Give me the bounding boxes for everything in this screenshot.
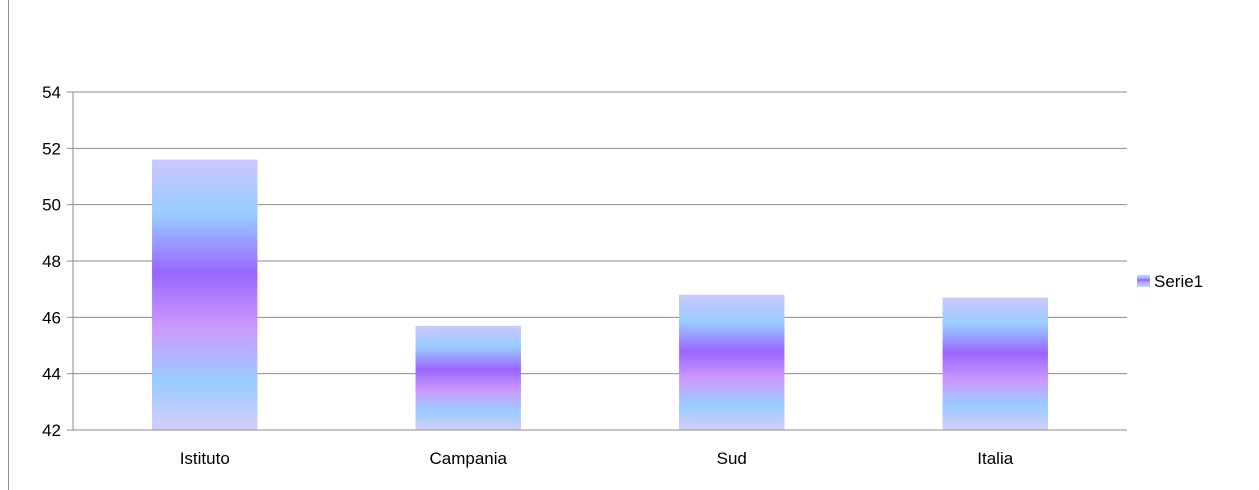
bar — [679, 294, 785, 430]
y-tick-label: 44 — [42, 365, 61, 384]
legend: Serie1 — [1137, 272, 1203, 291]
y-tick-label: 46 — [42, 308, 61, 327]
y-axis-tick-labels: 42 44 46 48 50 52 54 — [42, 83, 61, 440]
y-tick-label: 54 — [42, 83, 61, 102]
bar — [152, 159, 258, 430]
y-tick-label: 48 — [42, 252, 61, 271]
bar — [942, 297, 1048, 430]
y-tick-label: 42 — [42, 421, 61, 440]
x-category-label: Sud — [717, 449, 747, 468]
x-category-label: Campania — [430, 449, 508, 468]
chart-left-border — [8, 0, 9, 490]
bar — [415, 325, 521, 430]
y-tick-label: 50 — [42, 196, 61, 215]
y-tick-label: 52 — [42, 139, 61, 158]
x-category-label: Italia — [977, 449, 1013, 468]
legend-label: Serie1 — [1154, 272, 1203, 291]
bars — [152, 159, 1048, 430]
legend-swatch — [1137, 275, 1150, 287]
x-axis-category-labels: Istituto Campania Sud Italia — [180, 449, 1014, 468]
axes — [72, 92, 1127, 431]
x-category-label: Istituto — [180, 449, 230, 468]
